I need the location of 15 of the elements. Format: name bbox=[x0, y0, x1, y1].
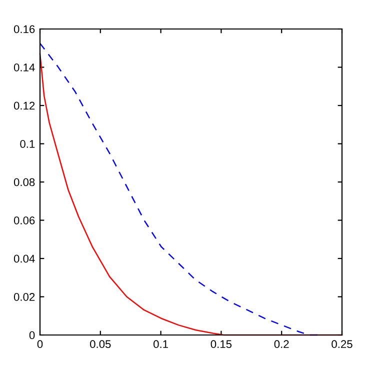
y-tick-label: 0.04 bbox=[14, 254, 35, 263]
x-tick-label: 0.15 bbox=[210, 340, 232, 348]
x-tick-label: 0.1 bbox=[154, 340, 168, 348]
y-tick-label: 0 bbox=[29, 331, 35, 340]
x-tick-label: 0.05 bbox=[90, 340, 111, 348]
y-tick-label: 0.08 bbox=[14, 178, 35, 186]
x-tick-label: 0 bbox=[37, 340, 43, 348]
y-tick-label: 0.14 bbox=[14, 64, 35, 72]
x-tick-label: 0.2 bbox=[274, 340, 289, 348]
y-tick-label: 0.12 bbox=[14, 102, 35, 110]
y-tick-label: 0.16 bbox=[14, 25, 35, 34]
y-tick-label: 0.06 bbox=[14, 216, 35, 224]
y-tick-label: 0.1 bbox=[20, 140, 35, 148]
y-tick-label: 0.02 bbox=[14, 293, 35, 301]
x-tick-label: 0.25 bbox=[332, 340, 352, 348]
